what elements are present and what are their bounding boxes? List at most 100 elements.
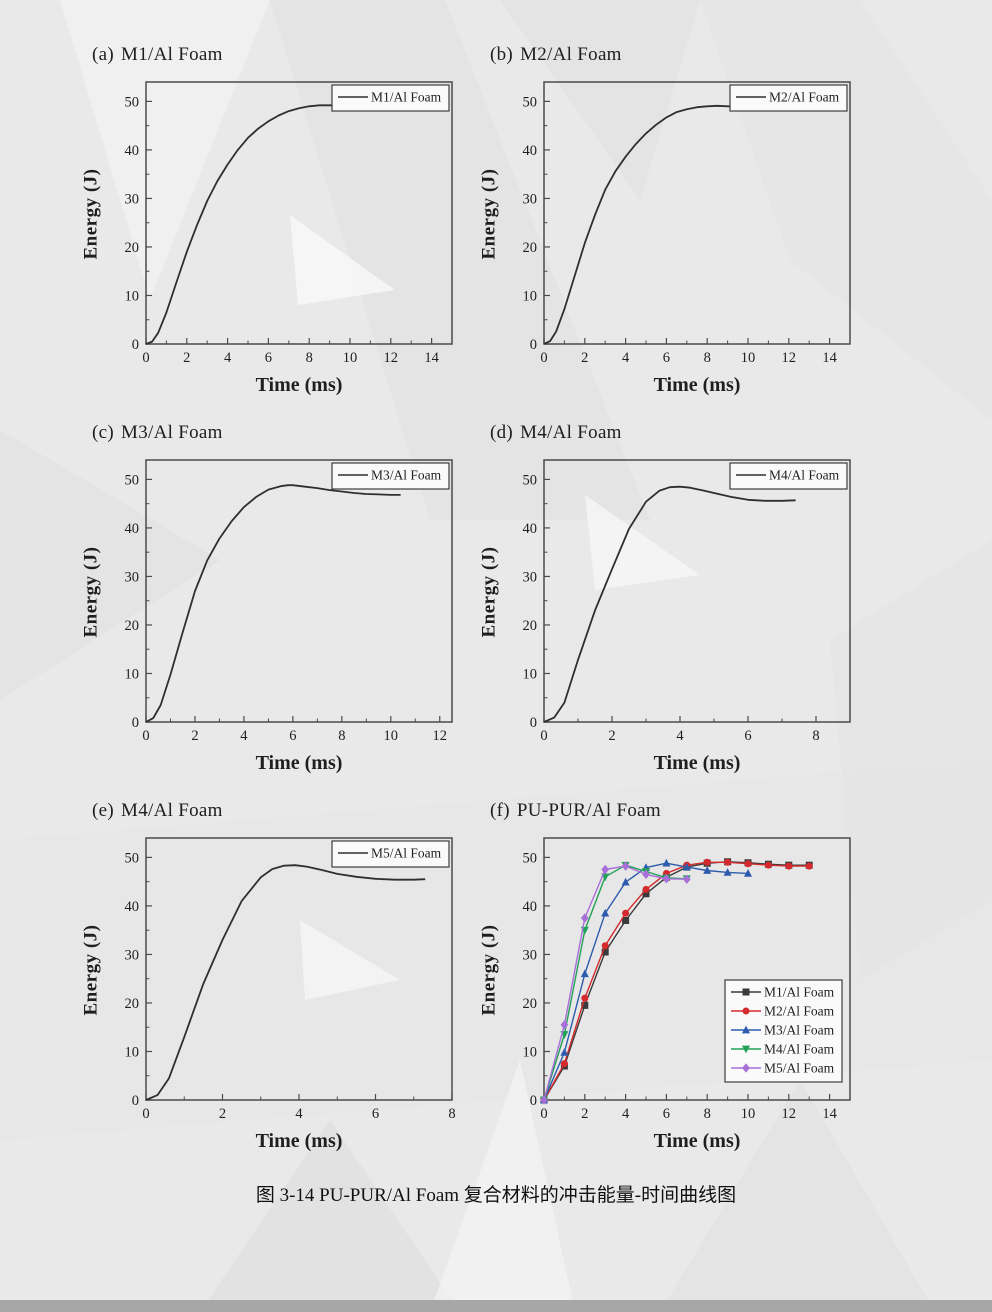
chart-panel-c: (c) M3/Al Foam Energy (J) 0 2 4 6 8 10 12 0 10 20 3… xyxy=(78,422,472,778)
legend-label: M3/Al Foam xyxy=(371,468,442,483)
legend-box xyxy=(729,84,848,112)
x-tick-label: 12 xyxy=(782,350,797,366)
page-footer-band xyxy=(0,1300,992,1312)
y-tick-label: 20 xyxy=(125,996,140,1012)
panel-title-text: M1/Al Foam xyxy=(121,44,223,65)
triangle-up-marker xyxy=(560,1048,569,1056)
y-axis-label: Energy (J) xyxy=(478,168,500,260)
panel-title: (a) M1/Al Foam xyxy=(92,44,472,66)
y-axis-label: Energy (J) xyxy=(80,924,102,1016)
y-tick-label: 30 xyxy=(523,569,538,585)
circle-marker xyxy=(601,942,609,950)
y-tick-label: 0 xyxy=(530,337,537,353)
chart-svg: 0 2 4 6 8 10 12 0 10 20 30 40 50 Time (ms) M3/Al Foam xyxy=(125,459,453,774)
x-tick-label: 10 xyxy=(343,350,358,366)
x-tick-label: 4 xyxy=(240,728,248,744)
figure-3-14: (a) M1/Al Foam Energy (J) 0 2 4 6 8 10 12 14 0 10 2… xyxy=(78,44,992,1206)
y-tick-label: 50 xyxy=(125,472,140,488)
panel-title: (e) M4/Al Foam xyxy=(92,800,472,822)
chart-panel-b: (b) M2/Al Foam Energy (J) 0 2 4 6 8 10 12 14 0 10 2… xyxy=(476,44,870,400)
y-tick-label: 30 xyxy=(523,947,538,963)
chart-svg: 0 2 4 6 8 10 12 14 0 10 20 30 40 50 Time (ms) M2/Al Foa… xyxy=(523,81,851,396)
x-tick-label: 4 xyxy=(224,350,232,366)
plot-frame xyxy=(543,459,851,723)
series-m4-al-foam-line xyxy=(543,864,687,1101)
y-tick-label: 10 xyxy=(523,288,538,304)
triangle-up-marker xyxy=(723,868,732,876)
x-tick-label: 6 xyxy=(744,728,751,744)
panel-label: (f) xyxy=(490,800,510,821)
legend-label: M5/Al Foam xyxy=(371,846,442,861)
y-tick-label: 0 xyxy=(132,1093,139,1109)
circle-marker xyxy=(742,1007,750,1015)
y-tick-label: 30 xyxy=(125,191,140,207)
triangle-up-marker xyxy=(662,858,671,867)
chart-svg: 0 2 4 6 8 0 10 20 30 40 50 Time (ms) M4/Al Foam xyxy=(523,459,851,774)
y-tick-label: 40 xyxy=(523,899,538,915)
y-tick-label: 10 xyxy=(125,288,140,304)
x-axis-title: Time (ms) xyxy=(256,752,343,774)
x-tick-label: 6 xyxy=(289,728,296,744)
y-tick-label: 10 xyxy=(125,666,140,682)
y-axis-label: Energy (J) xyxy=(478,546,500,638)
circle-marker xyxy=(703,858,711,866)
y-tick-label: 50 xyxy=(125,94,140,110)
circle-marker xyxy=(642,885,650,893)
series-m5-al-foam-line xyxy=(543,865,687,1101)
square-marker xyxy=(642,890,650,898)
square-marker xyxy=(601,948,609,956)
x-tick-label: 6 xyxy=(372,1106,379,1122)
x-tick-label: 4 xyxy=(676,728,684,744)
figure-caption: 图 3-14 PU-PUR/Al Foam 复合材料的冲击能量-时间曲线图 xyxy=(255,1185,737,1206)
y-tick-label: 20 xyxy=(523,618,538,634)
chart-panel-f: (f) PU-PUR/Al Foam Energy (J) 0 2 4 6 8 10 12 14… xyxy=(476,800,870,1156)
legend-label: M1/Al Foam xyxy=(764,985,835,1000)
circle-marker xyxy=(805,862,813,870)
circle-marker xyxy=(724,858,732,866)
panel-title-text: M3/Al Foam xyxy=(121,422,223,443)
x-tick-label: 0 xyxy=(142,350,149,366)
chart-svg: 0 2 4 6 8 0 10 20 30 40 50 Time (ms) M5/Al Foam xyxy=(125,837,456,1152)
x-tick-label: 4 xyxy=(622,350,630,366)
panel-title-text: M4/Al Foam xyxy=(520,422,622,443)
circle-marker xyxy=(764,861,772,869)
panel-label: (e) xyxy=(92,800,114,821)
panel-title: (c) M3/Al Foam xyxy=(92,422,472,444)
chart-grid: (a) M1/Al Foam Energy (J) 0 2 4 6 8 10 12 14 0 10 2… xyxy=(78,44,992,1156)
legend-label: M5/Al Foam xyxy=(764,1061,835,1076)
square-marker xyxy=(742,988,750,996)
x-tick-label: 12 xyxy=(384,350,399,366)
chart-canvas-a: 0 2 4 6 8 10 12 14 0 10 20 30 40 50 Time (ms) M1/Al Foa… xyxy=(104,70,464,400)
x-tick-label: 8 xyxy=(812,728,819,744)
legend-label: M4/Al Foam xyxy=(769,468,840,483)
y-tick-label: 0 xyxy=(530,715,537,731)
panel-label: (c) xyxy=(92,422,114,443)
y-axis-label: Energy (J) xyxy=(80,168,102,260)
chart-panel-e: (e) M4/Al Foam Energy (J) 0 2 4 6 8 0 10 20 30 40 5… xyxy=(78,800,472,1156)
panel-title: (b) M2/Al Foam xyxy=(490,44,870,66)
square-marker xyxy=(622,916,630,924)
x-tick-label: 8 xyxy=(448,1106,455,1122)
circle-marker xyxy=(560,1060,568,1068)
y-tick-label: 30 xyxy=(125,569,140,585)
y-tick-label: 10 xyxy=(125,1044,140,1060)
legend-box xyxy=(331,84,450,112)
triangle-up-marker xyxy=(682,862,691,871)
panel-title-text: M2/Al Foam xyxy=(520,44,622,65)
panel-label: (a) xyxy=(92,44,114,65)
triangle-up-marker xyxy=(741,1025,751,1034)
plot-frame xyxy=(543,81,851,345)
chart-canvas-c: 0 2 4 6 8 10 12 0 10 20 30 40 50 Time (ms) M3/Al Foam xyxy=(104,448,464,778)
chart-panel-a: (a) M1/Al Foam Energy (J) 0 2 4 6 8 10 12 14 0 10 2… xyxy=(78,44,472,400)
panel-title: (d) M4/Al Foam xyxy=(490,422,870,444)
x-tick-label: 0 xyxy=(142,1106,149,1122)
y-tick-label: 0 xyxy=(530,1093,537,1109)
x-tick-label: 2 xyxy=(608,728,615,744)
y-tick-label: 50 xyxy=(523,94,538,110)
x-axis-title: Time (ms) xyxy=(654,752,741,774)
circle-marker xyxy=(744,860,752,868)
panel-title-text: PU-PUR/Al Foam xyxy=(516,800,661,821)
circle-marker xyxy=(785,862,793,870)
plot-frame xyxy=(145,459,453,723)
